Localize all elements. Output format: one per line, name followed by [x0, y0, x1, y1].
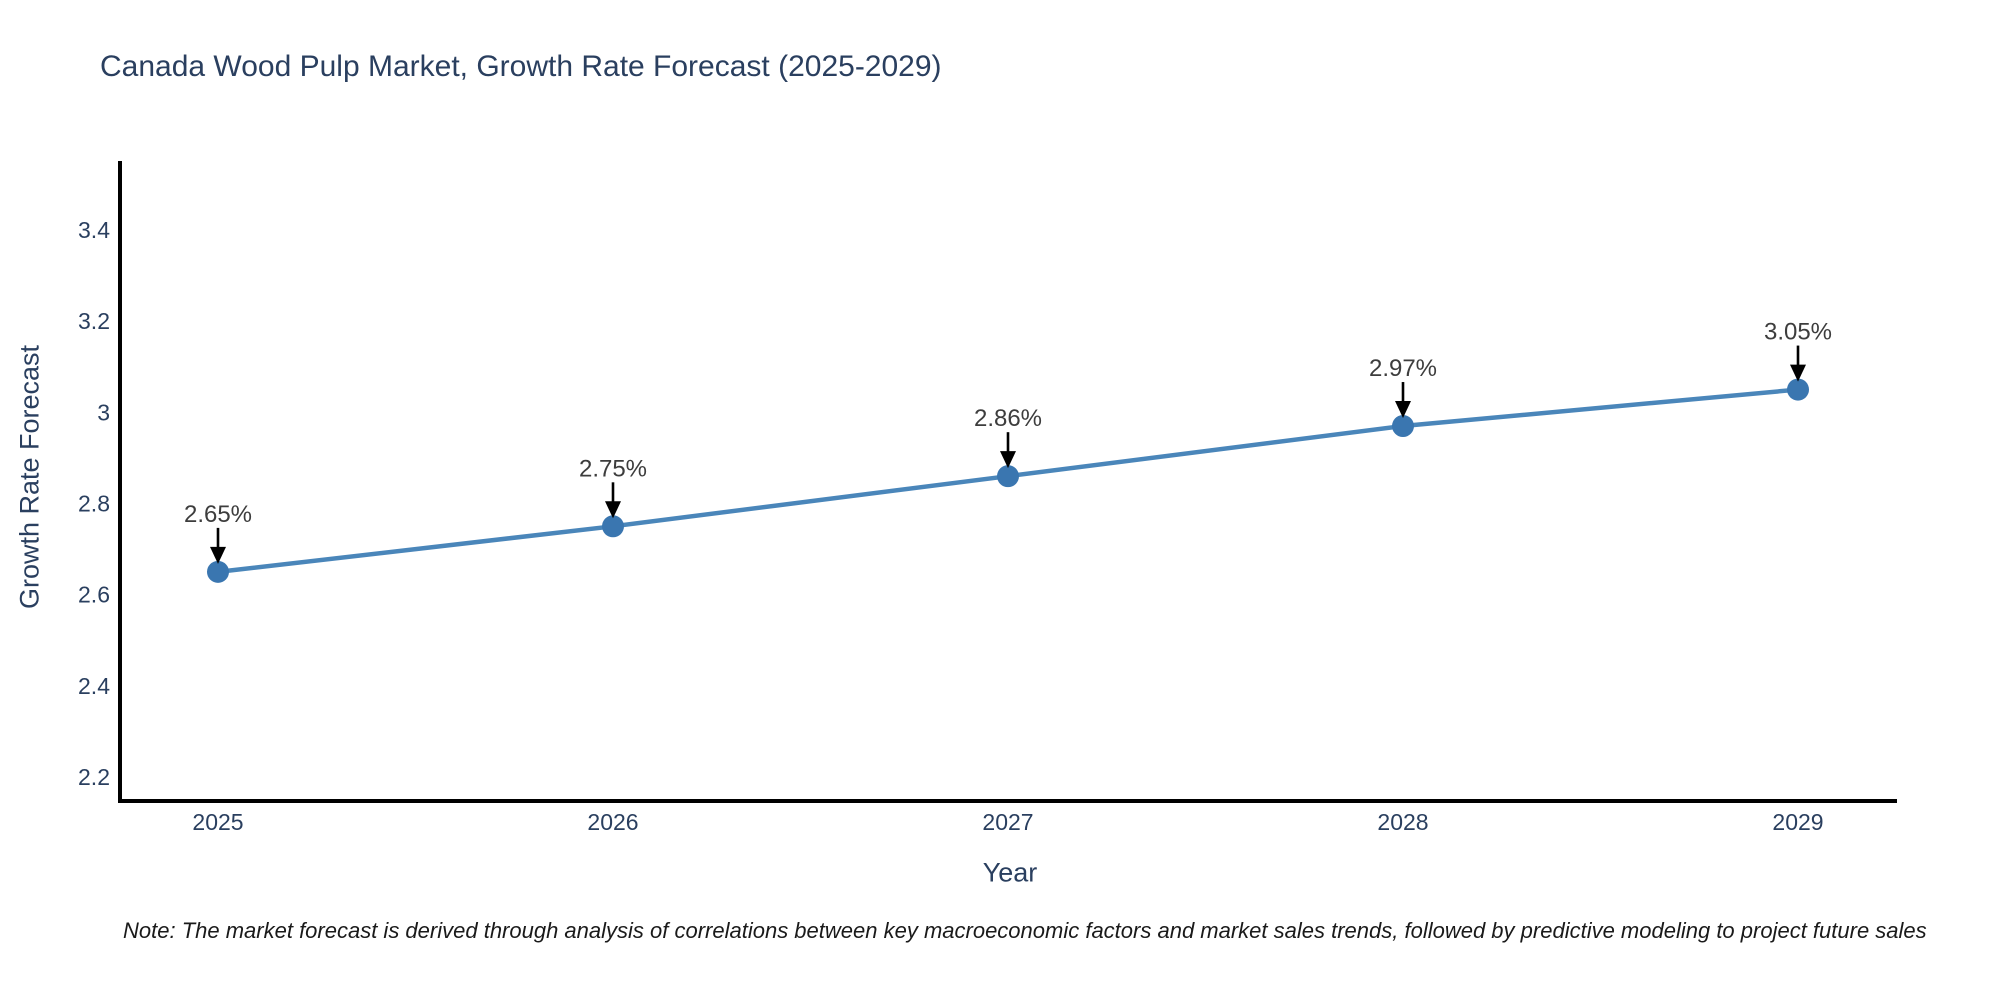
footnote-text: Note: The market forecast is derived thr…	[123, 918, 1927, 943]
x-tick-label: 2028	[1377, 809, 1428, 835]
y-tick-label: 3.4	[78, 217, 110, 243]
y-axis-title: Growth Rate Forecast	[14, 344, 45, 610]
x-tick-label: 2027	[982, 809, 1033, 835]
x-tick-label: 2026	[587, 809, 638, 835]
y-tick-label: 3.2	[78, 308, 110, 334]
data-point-marker	[1787, 378, 1809, 401]
annotation-arrowhead-icon	[210, 546, 226, 564]
y-tick-label: 2.2	[78, 764, 110, 790]
point-annotation-label: 2.65%	[184, 501, 252, 528]
chart-title: Canada Wood Pulp Market, Growth Rate For…	[100, 50, 942, 83]
y-tick-label: 3	[97, 399, 110, 425]
annotation-arrowhead-icon	[1000, 451, 1016, 469]
y-tick-label: 2.6	[78, 582, 110, 608]
data-point-marker	[1392, 415, 1414, 438]
point-annotation-label: 3.05%	[1764, 319, 1832, 346]
x-tick-label: 2029	[1772, 809, 1823, 835]
point-annotation-label: 2.97%	[1369, 355, 1437, 382]
point-annotation-label: 2.75%	[579, 455, 647, 482]
annotation-arrowhead-icon	[605, 501, 621, 519]
data-point-marker	[997, 465, 1019, 488]
x-tick-label: 2025	[192, 809, 243, 835]
data-point-marker	[602, 515, 624, 538]
point-annotation-label: 2.86%	[974, 405, 1042, 432]
x-axis-title: Year	[982, 857, 1038, 888]
y-tick-label: 2.4	[78, 673, 110, 699]
y-tick-label: 2.8	[78, 491, 110, 517]
annotation-arrowhead-icon	[1790, 364, 1806, 382]
annotation-arrowhead-icon	[1395, 401, 1411, 419]
data-point-marker	[207, 560, 229, 583]
